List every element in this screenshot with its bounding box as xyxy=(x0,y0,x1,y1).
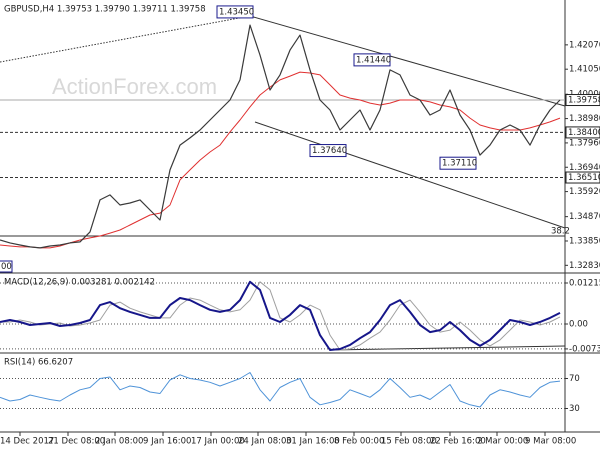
x-tick-label: 8 Feb 00:00 xyxy=(334,437,384,447)
y-tick-label: 1.37960 xyxy=(569,138,600,148)
y-tick-label: 1.42070 xyxy=(569,40,600,50)
annotation-box xyxy=(216,5,254,19)
annotation-label: 1.41440 xyxy=(356,55,391,65)
annotation-label: 1.37640 xyxy=(312,146,347,156)
y-tick-label: 1.38980 xyxy=(569,114,600,124)
level-label: 1.36510 xyxy=(568,173,600,183)
y-tick-label: 0.012154 xyxy=(569,279,600,289)
annotation-label: 1.43450 xyxy=(219,7,254,17)
trend-line xyxy=(0,15,251,63)
x-tick-label: 22 Feb 16:00 xyxy=(430,437,486,447)
fib-label: 38.2 xyxy=(551,226,570,236)
channel-line xyxy=(249,15,566,107)
current-price-box xyxy=(565,94,600,107)
x-tick-label: 2 Jan 08:00 xyxy=(95,437,143,447)
macd-label: MACD(12,26,9) 0.003281 0.002142 xyxy=(4,278,155,288)
edge-label: 00 xyxy=(1,262,12,272)
x-tick-label: 21 Dec 08:00 xyxy=(48,437,105,447)
annotation-box xyxy=(309,144,347,158)
y-tick-label: -0.007384 xyxy=(569,344,600,354)
y-tick-label: 30 xyxy=(569,404,580,414)
annotation-box xyxy=(353,53,391,67)
x-tick-label: 17 Jan 00:00 xyxy=(191,437,245,447)
edge-box xyxy=(0,260,13,273)
y-tick-label: 1.35920 xyxy=(569,187,600,197)
level-box xyxy=(565,171,600,184)
x-tick-label: 31 Jan 16:00 xyxy=(286,437,340,447)
x-tick-label: 14 Dec 2017 xyxy=(0,437,54,447)
annotation-box xyxy=(439,156,477,170)
series-line xyxy=(0,280,561,351)
channel-line xyxy=(254,121,566,229)
x-tick-label: 9 Mar 08:00 xyxy=(525,437,576,447)
header: GBPUSD,H4 1.39753 1.39790 1.39711 1.3975… xyxy=(4,5,206,15)
annotation-label: 1.37110 xyxy=(442,159,477,169)
level-box xyxy=(565,126,600,139)
level-label: 1.38400 xyxy=(568,128,600,138)
y-tick-label: 70 xyxy=(569,374,580,384)
y-tick-label: 1.33850 xyxy=(569,236,600,246)
y-tick-label: 1.41050 xyxy=(569,65,600,75)
y-tick-label: 1.36940 xyxy=(569,163,600,173)
y-tick-label: 1.34870 xyxy=(569,212,600,222)
x-tick-label: 15 Feb 08:00 xyxy=(381,437,437,447)
x-tick-label: 9 Jan 16:00 xyxy=(143,437,191,447)
y-tick-label: 0.00 xyxy=(569,320,588,330)
x-tick-label: 24 Jan 08:00 xyxy=(238,437,292,447)
rsi-label: RSI(14) 66.6207 xyxy=(4,358,73,368)
x-tick-label: 2 Mar 00:00 xyxy=(477,437,528,447)
series-line xyxy=(0,24,561,249)
series-line xyxy=(0,281,561,351)
series-line xyxy=(0,71,561,249)
watermark: ActionForex.com xyxy=(52,74,217,99)
series-line xyxy=(0,372,561,408)
current-price-label: 1.39758 xyxy=(568,96,600,106)
